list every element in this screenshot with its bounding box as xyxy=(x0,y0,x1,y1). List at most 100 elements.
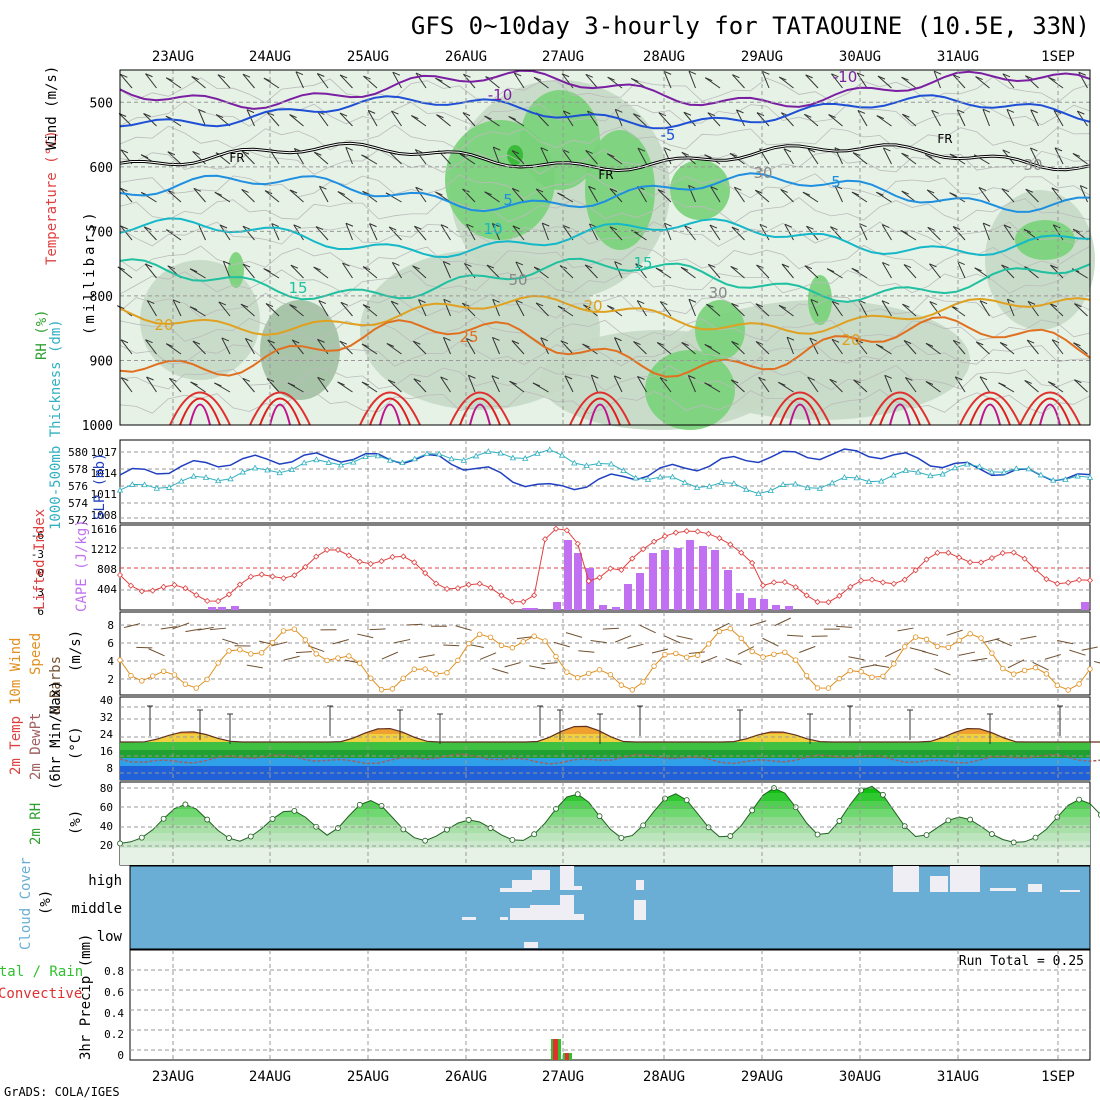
wind-barb-flag xyxy=(191,76,199,80)
surface-barb xyxy=(872,664,890,668)
wind-barb xyxy=(731,226,745,241)
li-marker xyxy=(236,581,243,588)
wind-speed-marker xyxy=(727,625,734,632)
surface-barb xyxy=(283,655,300,661)
thickness-marker xyxy=(202,474,210,480)
credit: GrADS: COLA/IGES xyxy=(4,1085,120,1099)
precip-tick: 0 xyxy=(117,1049,124,1062)
wind-barb-flag xyxy=(633,113,641,118)
li-marker xyxy=(792,584,799,591)
cloud-levels: high middle low xyxy=(71,873,122,945)
wind-barb xyxy=(831,301,843,317)
surface-barb xyxy=(406,623,423,626)
wind-speed-marker xyxy=(989,650,995,656)
wind-barb xyxy=(318,300,329,317)
li-marker xyxy=(661,533,669,540)
wind-barb xyxy=(120,225,133,241)
wind-barb xyxy=(198,109,206,127)
wind-barb-flag xyxy=(755,189,763,194)
wind-barb-flag xyxy=(613,375,622,380)
surface-barb xyxy=(418,654,435,659)
wind-barb xyxy=(557,305,574,317)
slp-line xyxy=(119,448,1091,491)
surface-barb xyxy=(848,656,865,661)
wind-barb xyxy=(388,226,402,241)
precip-label-2: Convective xyxy=(0,986,82,1002)
thickness-marker xyxy=(718,479,725,485)
wind-speed-line xyxy=(117,625,1093,693)
surface-barb xyxy=(946,629,963,636)
surface-barb xyxy=(443,644,460,647)
wind-barb-flag xyxy=(484,191,492,196)
wind-barb-flag xyxy=(392,262,400,266)
wind-barb xyxy=(337,191,353,203)
thickness-marker xyxy=(964,460,971,467)
rh-marker xyxy=(465,817,472,823)
slp-tick: 1011 xyxy=(91,488,118,501)
li-marker xyxy=(291,572,298,579)
li-marker xyxy=(705,530,712,537)
wind-barb-flag xyxy=(925,342,934,347)
wind-barb xyxy=(1002,73,1015,89)
li-marker xyxy=(182,585,189,592)
warm-arch xyxy=(879,397,921,426)
temp-label-3: (6hr Min/Max) xyxy=(48,680,64,790)
wind-barb xyxy=(337,381,353,393)
li-tick: 6 xyxy=(37,605,44,618)
thickness-marker xyxy=(792,480,799,487)
contour-label: 20 xyxy=(583,297,602,315)
wind-barb xyxy=(904,377,917,393)
bottom-date-label: 31AUG xyxy=(937,1069,979,1085)
wind-barb xyxy=(120,339,133,355)
li-marker xyxy=(509,598,516,605)
thickness-line xyxy=(119,449,1091,495)
wind-barb xyxy=(541,222,549,241)
thickness-marker xyxy=(730,480,738,486)
thickness-marker xyxy=(939,470,946,477)
wind-barb-flag xyxy=(1023,228,1032,233)
surface-barb xyxy=(1093,660,1100,664)
rh-marker xyxy=(335,825,341,831)
wind-barb xyxy=(319,185,329,203)
surface-barb xyxy=(627,643,644,649)
wind-barb xyxy=(852,152,868,165)
rh-blob xyxy=(808,275,832,325)
wind-barb-flag xyxy=(266,111,275,116)
wind-barb xyxy=(361,381,378,393)
wind-barb-flag xyxy=(614,261,622,266)
temp-band xyxy=(120,742,1090,750)
warm-arch xyxy=(359,391,421,426)
rh-contour xyxy=(119,173,1091,200)
wind-barb-flag xyxy=(166,343,174,348)
wind-speed-marker xyxy=(1032,665,1039,671)
wind-speed-marker xyxy=(705,641,712,647)
surface-barb xyxy=(700,655,718,664)
rh-blob xyxy=(228,252,244,288)
li-marker xyxy=(280,575,287,582)
wind-barb xyxy=(492,146,500,165)
wind-barb xyxy=(925,381,941,393)
surface-barb xyxy=(148,648,165,657)
wind-speed-marker xyxy=(324,657,330,664)
wind-speed-marker xyxy=(258,650,265,656)
wind-speed-marker xyxy=(487,634,494,640)
wind-barb-flag xyxy=(415,149,423,154)
wind-barb xyxy=(533,76,549,89)
wind-barb xyxy=(363,75,378,89)
thickness-marker xyxy=(976,463,983,469)
li-tick: -6 xyxy=(31,529,44,542)
wind-speed-marker xyxy=(1043,671,1050,677)
wind-barb xyxy=(1001,264,1015,279)
surface-barb xyxy=(209,627,226,631)
cape-tick: 404 xyxy=(97,583,117,596)
li-marker xyxy=(749,559,756,566)
wind-barb-flag xyxy=(982,108,991,113)
wind-barb-flag xyxy=(263,268,271,273)
wind-barb-flag xyxy=(781,263,790,268)
surface-barb xyxy=(688,651,705,655)
temp-contour xyxy=(119,294,1091,336)
wind-barb-flag xyxy=(688,184,696,189)
thickness-marker xyxy=(190,472,197,479)
rh-marker xyxy=(138,834,145,841)
wind-barb xyxy=(486,264,500,279)
